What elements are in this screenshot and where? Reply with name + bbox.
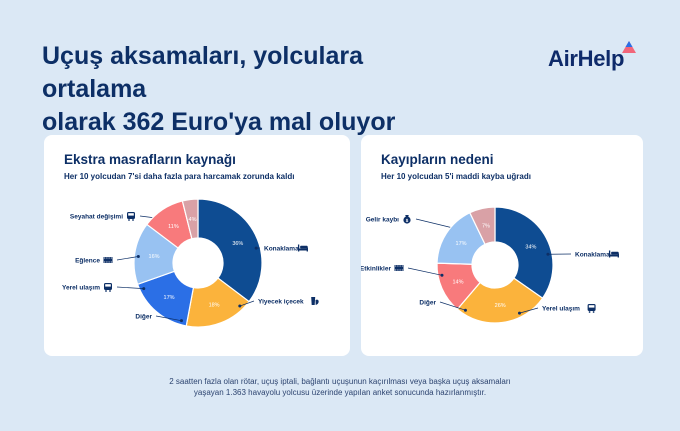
tram-icon [127,212,135,221]
leader-dot-diger [463,308,467,312]
slice-value-gelir-kaybi: 34% [525,244,536,250]
slice-value-etkinlikler: 7% [482,224,490,230]
donut-slice-gelir-kaybi [494,206,554,300]
slice-value-yerel-ulasim: 14% [452,279,463,285]
slice-value-eglence: 4% [189,217,197,223]
category-label-yiyecek-icecek: Yiyecek içecek [258,298,304,305]
category-label-gelir-kaybi: Gelir kaybı [366,216,399,223]
donut-slice-konaklama [456,277,544,324]
airhelp-logo-icon [622,41,636,53]
donut-chart-extra-expenses: 36% Seyahat değişimi 18% Konaklama 17% Yiyece… [62,198,319,328]
bed-icon [297,244,308,252]
page-title-line-2: olarak 362 Euro'ya mal oluyor [42,108,396,136]
footnote-line-1: 2 saatten fazla olan rötar, uçuş iptali,… [169,377,511,386]
category-label-konaklama: Konaklama [575,251,610,258]
category-label-eglence: Eğlence [75,257,100,264]
category-label-diger: Diğer [135,313,152,320]
footnote: 2 saatten fazla olan rötar, uçuş iptali,… [0,376,680,398]
leader-dot-konaklama [254,246,258,250]
svg-text:$: $ [406,218,409,223]
leader-dot-etkinlikler [440,273,444,277]
chart-title: Kayıpların nedeni [381,152,494,167]
category-label-yerel-ulasim: Yerel ulaşım [62,284,100,291]
chart-subtitle: Her 10 yolcudan 5'i maddi kayba uğradı [381,172,531,181]
bus-icon [587,304,596,313]
slice-value-konaklama: 18% [209,302,220,308]
category-label-seyahat-degisimi: Seyahat değişimi [70,213,123,220]
donut-chart-loss-reasons: 34% Gelir kaybı $26% Konaklama 14% Yerel ulaş… [361,206,619,324]
bus-icon [104,283,112,292]
drink-icon [311,297,319,305]
leader-line-diger [155,315,182,322]
category-label-konaklama: Konaklama [264,245,299,252]
category-label-etkinlikler: Etkinlikler [361,265,391,272]
bed-icon [608,250,619,258]
page-title-line-1: Uçuş aksamaları, yolculara ortalama [42,42,364,103]
leader-line-yiyecek-icecek [239,300,255,307]
card-loss-reasons: Kayıpların nedeni Her 10 yolcudan 5'i ma… [361,135,643,356]
leader-dot-yiyecek-icecek [238,304,242,308]
slice-value-konaklama: 26% [495,303,506,309]
leader-line-yerel-ulasim [116,286,144,289]
slice-value-seyahat-degisimi: 36% [232,241,243,247]
page-title: Uçuş aksamaları, yolculara ortalama olar… [42,40,462,139]
film-icon [103,257,113,263]
leader-dot-diger [179,319,183,323]
leader-line-yerel-ulasim [519,307,539,314]
donut-slice-eglence [181,198,199,240]
slice-value-diger: 16% [149,254,160,260]
brand-logo-text: AirHelp [548,46,625,71]
category-label-yerel-ulasim: Yerel ulaşım [542,305,580,312]
slice-value-yerel-ulasim: 11% [168,224,179,230]
leader-dot-yerel-ulasim [142,287,146,291]
leader-line-diger [439,301,466,311]
slice-value-diger: 17% [456,241,467,247]
film-icon [394,265,404,271]
leader-dot-konaklama [546,252,550,256]
leader-dot-eglence [136,255,140,259]
money-bag-icon: $ [403,215,411,224]
leader-line-gelir-kaybi [415,218,456,229]
leader-line-etkinlikler [407,267,443,276]
category-label-diger: Diğer [419,299,436,306]
card-extra-expenses: Ekstra masrafların kaynağı Her 10 yolcud… [44,135,350,356]
leader-line-eglence [116,256,139,261]
footnote-line-2: yaşayan 1.363 havayolu yolcusu üzerinde … [193,388,487,397]
donut-slice-seyahat-degisimi [197,198,263,303]
chart-title: Ekstra masrafların kaynağı [64,152,236,167]
slice-value-yiyecek-icecek: 17% [164,295,175,301]
chart-subtitle: Her 10 yolcudan 7'si daha fazla para har… [64,172,295,181]
leader-dot-yerel-ulasim [517,311,521,315]
donut-slice-etkinlikler [469,206,496,246]
